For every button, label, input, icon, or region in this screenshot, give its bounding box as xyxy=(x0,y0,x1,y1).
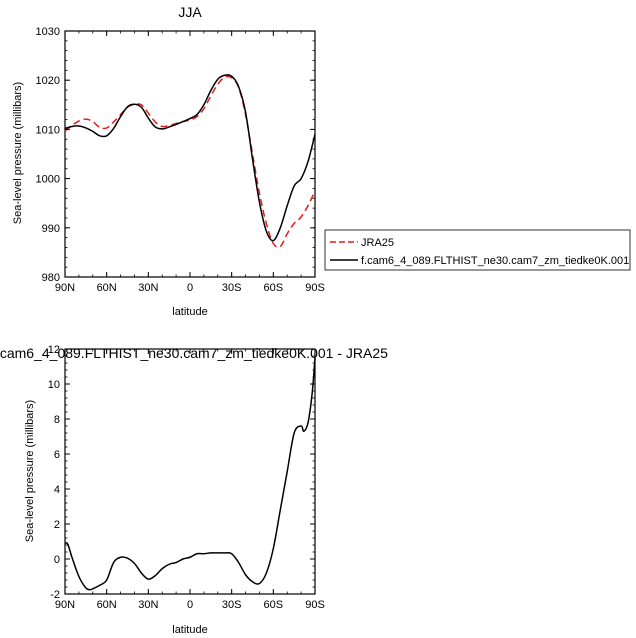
y-tick-label: 1030 xyxy=(36,26,60,38)
difference-y-tick-label: -2 xyxy=(50,589,60,601)
plot-area xyxy=(64,30,316,278)
x-axis-label: latitude xyxy=(172,306,207,318)
x-tick-label: 60N xyxy=(97,282,117,294)
difference-series-line-0 xyxy=(64,357,316,591)
y-tick-label: 1000 xyxy=(36,174,60,186)
difference-y-tick-label: 2 xyxy=(54,519,60,531)
pressure-chart: JJA Sea-level pressure (millibars) latit… xyxy=(12,4,631,318)
legend: JRA25 f.cam6_4_089.FLTHIST_ne30.cam7_zm_… xyxy=(324,229,631,271)
difference-x-tick-label: 90S xyxy=(305,599,325,611)
difference-x-tick-label: 30S xyxy=(222,599,242,611)
difference-y-tick-label: 8 xyxy=(54,414,60,426)
difference-y-tick-label: 10 xyxy=(48,379,60,391)
y-tick-label: 1010 xyxy=(36,124,60,136)
x-axis-ticks-difference: 90N 60N 30N 0 30S 60S 90S xyxy=(55,349,325,611)
y-axis-label: Sea-level pressure (millibars) xyxy=(12,82,24,224)
difference-y-tick-label: 6 xyxy=(54,449,60,461)
difference-chart: f.cam6_4_089.FLTHIST_ne30.cam7_zm_tiedke… xyxy=(0,344,388,636)
y-axis-ticks-difference: -2 0 2 4 6 8 10 12 xyxy=(48,344,315,601)
x-tick-label: 90S xyxy=(305,282,325,294)
difference-y-tick-label: 12 xyxy=(48,344,60,356)
difference-y-tick-label: 4 xyxy=(54,484,60,496)
y-axis-ticks: 980 990 1000 1010 1020 1030 xyxy=(36,26,315,284)
difference-x-tick-label: 90N xyxy=(55,599,75,611)
difference-x-tick-label: 30N xyxy=(138,599,158,611)
x-tick-label: 0 xyxy=(187,282,193,294)
y-tick-label: 980 xyxy=(42,272,60,284)
difference-x-tick-label: 0 xyxy=(187,599,193,611)
x-tick-label: 30N xyxy=(138,282,158,294)
plot-frame xyxy=(64,30,316,278)
series-line-1 xyxy=(64,74,316,242)
y-tick-label: 990 xyxy=(42,223,60,235)
legend-label-jra25: JRA25 xyxy=(361,237,394,249)
x-axis-label-difference: latitude xyxy=(172,624,207,636)
plot-area-difference xyxy=(64,348,316,595)
y-tick-label: 1020 xyxy=(36,75,60,87)
legend-box xyxy=(324,229,631,271)
legend-label-model: f.cam6_4_089.FLTHIST_ne30.cam7_zm_tiedke… xyxy=(361,255,629,267)
difference-x-tick-label: 60S xyxy=(264,599,284,611)
chart-title: JJA xyxy=(178,4,202,20)
x-tick-label: 30S xyxy=(222,282,242,294)
difference-x-tick-label: 60N xyxy=(97,599,117,611)
x-tick-label: 90N xyxy=(55,282,75,294)
difference-y-tick-label: 0 xyxy=(54,554,60,566)
series-line-0 xyxy=(64,75,316,249)
x-axis-ticks: 90N 60N 30N 0 30S 60S 90S xyxy=(55,31,325,294)
y-axis-label-difference: Sea-level pressure (millibars) xyxy=(24,400,36,542)
x-tick-label: 60S xyxy=(264,282,284,294)
